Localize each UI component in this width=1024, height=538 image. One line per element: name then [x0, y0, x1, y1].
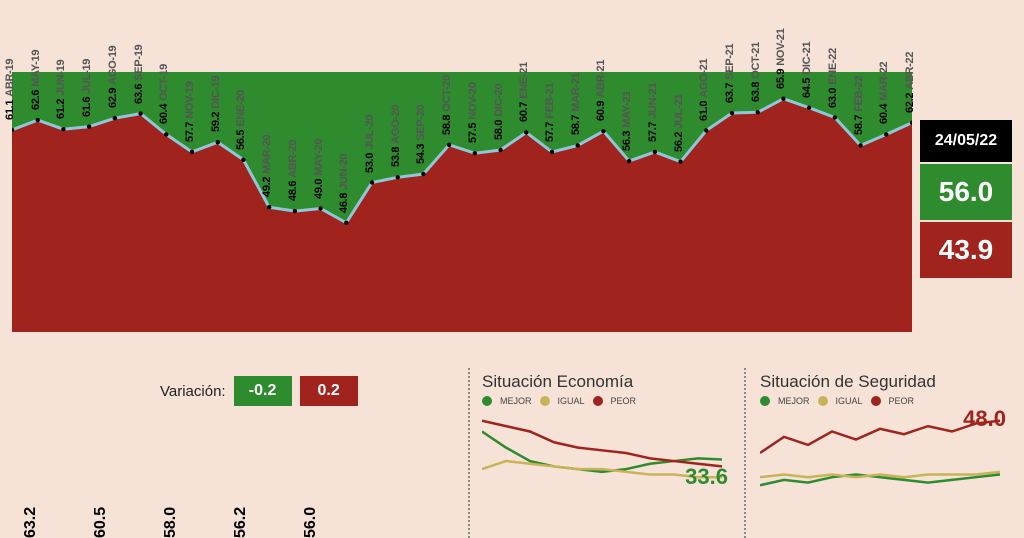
panel-seguridad-highlight: 48.0 — [963, 406, 1006, 432]
tick-label: 63.8OCT-21 — [750, 42, 762, 102]
tick-label: 65.9NOV-21 — [775, 28, 787, 89]
tick-label: 56.3MAY-21 — [621, 91, 633, 151]
bottom-value: 60.5 — [92, 507, 110, 538]
tick-label: 57.7JUN-21 — [647, 83, 659, 142]
tick-label: 57.5NOV-20 — [467, 83, 479, 144]
panel-economia-title: Situación Economía — [482, 372, 738, 392]
tick-label: 62.2ABR-22 — [904, 52, 916, 113]
tick-label: 57.7FEB-21 — [544, 83, 556, 142]
tick-label: 61.6JUL-19 — [81, 59, 93, 117]
tick-label: 58.7MAR-21 — [570, 73, 582, 135]
tick-label: 49.2MAR-20 — [261, 135, 273, 197]
panel-seguridad: Situación de Seguridad MEJOR IGUAL PEOR 48… — [760, 372, 1016, 501]
panel-economia: Situación Economía MEJOR IGUAL PEOR 33.6 — [482, 372, 738, 501]
badge-date: 24/05/22 — [920, 120, 1012, 162]
main-chart-area: 61.1ABR-1962.6MAY-1961.2JUN-1961.6JUL-19… — [12, 12, 1012, 332]
variacion-red: 0.2 — [300, 376, 358, 406]
tick-label: 61.1ABR-19 — [4, 59, 16, 120]
tick-label: 53.8AGO-20 — [390, 105, 402, 167]
tick-label: 61.2JUN-19 — [55, 60, 67, 119]
tick-label: 48.6ABR-20 — [287, 140, 299, 201]
legend-label: IGUAL — [836, 396, 863, 406]
tick-label: 57.7NOV-19 — [184, 81, 196, 142]
legend-dot — [760, 396, 770, 406]
legend-dot — [540, 396, 550, 406]
bottom-value: 63.2 — [22, 507, 40, 538]
tick-label: 60.4OCT-19 — [158, 64, 170, 124]
tick-label: 59.2DIC-19 — [210, 76, 222, 132]
variacion-green: -0.2 — [234, 376, 292, 406]
bottom-value: 58.0 — [162, 507, 180, 538]
tick-label: 64.5DIC-21 — [801, 41, 813, 97]
panel-seguridad-title: Situación de Seguridad — [760, 372, 1016, 392]
divider-1 — [468, 368, 470, 538]
variacion-row: Variación: -0.2 0.2 — [160, 376, 358, 406]
panel-seguridad-legend: MEJOR IGUAL PEOR — [760, 396, 1016, 406]
tick-label: 60.4MAR-22 — [878, 62, 890, 124]
variacion-label: Variación: — [160, 383, 226, 400]
tick-label: 62.6MAY-19 — [30, 50, 42, 110]
tick-label: 63.6SEP-19 — [133, 44, 145, 103]
summary-badges: 24/05/22 56.0 43.9 — [920, 120, 1012, 280]
tick-label: 60.7ENE-21 — [518, 63, 530, 123]
legend-label: PEOR — [889, 396, 915, 406]
panel-economia-legend: MEJOR IGUAL PEOR — [482, 396, 738, 406]
tick-label: 56.5ENE-20 — [235, 90, 247, 150]
tick-label: 60.9ABR-21 — [595, 60, 607, 121]
legend-label: MEJOR — [500, 396, 532, 406]
tick-label: 58.7FEB-22 — [853, 76, 865, 135]
bottom-value: 56.2 — [232, 507, 250, 538]
legend-label: IGUAL — [558, 396, 585, 406]
legend-dot — [482, 396, 492, 406]
main-chart-svg — [12, 72, 912, 332]
tick-label: 61.0AGO-21 — [698, 58, 710, 120]
divider-2 — [744, 368, 746, 538]
bottom-value: 56.0 — [302, 507, 320, 538]
tick-label: 46.8JUN-20 — [338, 153, 350, 212]
legend-dot — [871, 396, 881, 406]
legend-label: MEJOR — [778, 396, 810, 406]
legend-dot — [593, 396, 603, 406]
tick-label: 58.8OCT-20 — [441, 75, 453, 135]
legend-label: PEOR — [611, 396, 637, 406]
tick-label: 53.0JUL-20 — [364, 114, 376, 172]
legend-dot — [818, 396, 828, 406]
tick-label: 49.0MAY-20 — [313, 138, 325, 198]
badge-approve: 56.0 — [920, 164, 1012, 220]
tick-label: 58.0DIC-20 — [493, 84, 505, 140]
tick-label: 63.0ENE-22 — [827, 48, 839, 108]
tick-label: 56.2JUL-21 — [673, 94, 685, 152]
panel-economia-highlight: 33.6 — [685, 464, 728, 490]
badge-disapprove: 43.9 — [920, 222, 1012, 278]
tick-label: 63.7SEP-21 — [724, 44, 736, 103]
tick-label: 62.9AGO-19 — [107, 46, 119, 108]
tick-label: 54.3SEP-20 — [415, 105, 427, 164]
